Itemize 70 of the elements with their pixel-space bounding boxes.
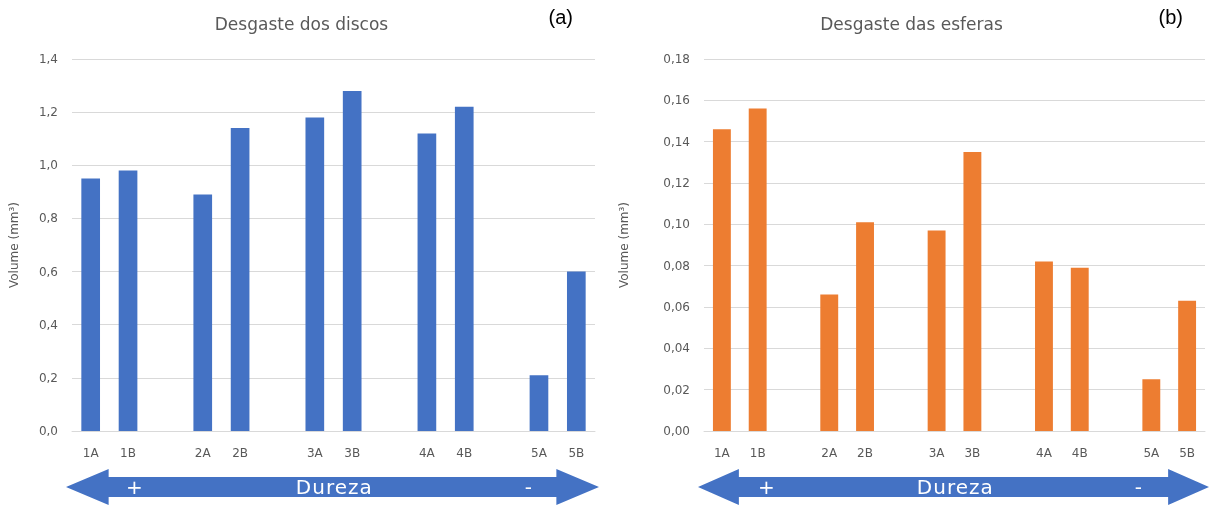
y-tick-label: 0,4 bbox=[38, 317, 58, 332]
x-tick-label: 4B bbox=[1071, 446, 1088, 460]
y-tick-label: 0,10 bbox=[663, 217, 690, 232]
bar bbox=[230, 128, 250, 431]
x-tick-label: 5B bbox=[1179, 446, 1196, 460]
x-tick-label: 2A bbox=[194, 446, 212, 460]
bar bbox=[1070, 267, 1089, 431]
y-tick-label: 0,04 bbox=[663, 341, 690, 356]
y-tick-label: 0,0 bbox=[38, 424, 58, 438]
y-tick-label: 0,00 bbox=[663, 424, 690, 438]
y-tick-label: 0,08 bbox=[663, 258, 690, 273]
bar bbox=[748, 108, 767, 431]
y-axis-title: Volume (mm³) bbox=[7, 202, 21, 288]
x-tick-label: 4A bbox=[1036, 446, 1053, 460]
y-tick-label: 0,12 bbox=[663, 176, 690, 190]
bar bbox=[1142, 379, 1161, 431]
y-tick-label: 0,06 bbox=[663, 300, 690, 314]
y-tick-label: 0,2 bbox=[38, 370, 58, 385]
chart-title: Desgaste dos discos bbox=[214, 13, 389, 34]
bar bbox=[417, 133, 437, 431]
y-axis-title: Volume (mm³) bbox=[617, 202, 631, 288]
x-tick-label: 2B bbox=[857, 446, 873, 460]
x-tick-label: 5A bbox=[1143, 446, 1161, 460]
x-tick-label: 1A bbox=[82, 446, 100, 460]
bar bbox=[81, 178, 101, 431]
x-tick-label: 5A bbox=[531, 446, 548, 460]
y-tick-label: 0,8 bbox=[38, 211, 58, 226]
x-tick-label: 1A bbox=[713, 446, 731, 460]
y-tick-label: 1,0 bbox=[38, 158, 58, 173]
y-tick-label: 0,14 bbox=[663, 134, 690, 149]
x-tick-label: 4A bbox=[418, 446, 436, 460]
y-tick-label: 0,6 bbox=[38, 264, 58, 279]
chart-title: Desgaste das esferas bbox=[820, 13, 1003, 34]
text: Dureza bbox=[916, 475, 994, 499]
bar bbox=[342, 90, 362, 431]
x-tick-label: 1B bbox=[120, 446, 136, 460]
bar bbox=[1035, 261, 1053, 431]
bar bbox=[566, 271, 586, 431]
text: (a) bbox=[548, 6, 573, 29]
bar bbox=[963, 152, 982, 431]
bar bbox=[856, 222, 874, 431]
bar bbox=[529, 375, 549, 431]
text: + bbox=[758, 475, 776, 499]
text: + bbox=[126, 475, 144, 499]
text: - bbox=[524, 475, 533, 499]
bar bbox=[118, 170, 138, 431]
bar bbox=[305, 117, 325, 431]
text: (b) bbox=[1158, 6, 1183, 29]
x-tick-label: 3A bbox=[928, 446, 946, 460]
y-tick-label: 1,4 bbox=[38, 52, 58, 66]
x-tick-label: 2B bbox=[232, 446, 249, 460]
text: Dureza bbox=[295, 475, 373, 499]
y-tick-label: 1,2 bbox=[38, 105, 58, 120]
bar bbox=[820, 294, 839, 431]
x-tick-label: 5B bbox=[568, 446, 585, 460]
x-tick-label: 1B bbox=[749, 446, 766, 460]
bar bbox=[454, 106, 474, 431]
x-tick-label: 2A bbox=[821, 446, 838, 460]
bar bbox=[927, 230, 946, 431]
bar bbox=[712, 129, 731, 431]
bar bbox=[1178, 300, 1197, 431]
y-tick-label: 0,18 bbox=[663, 52, 690, 66]
x-tick-label: 3A bbox=[306, 446, 324, 460]
x-tick-label: 3B bbox=[964, 446, 981, 460]
x-tick-label: 3B bbox=[344, 446, 361, 460]
y-tick-label: 0,16 bbox=[663, 93, 690, 108]
text: - bbox=[1134, 475, 1143, 499]
bar bbox=[193, 194, 213, 431]
x-tick-label: 4B bbox=[456, 446, 473, 460]
y-tick-label: 0,02 bbox=[663, 382, 690, 397]
